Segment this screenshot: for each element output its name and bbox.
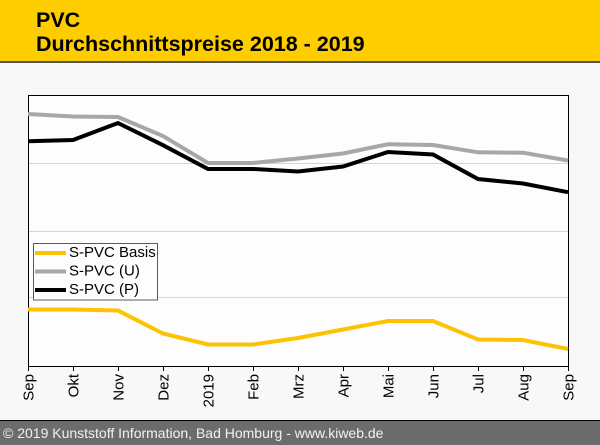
svg-text:Aug: Aug	[516, 374, 533, 401]
svg-text:Apr: Apr	[336, 374, 353, 397]
svg-text:Sep: Sep	[21, 374, 38, 401]
svg-text:2019: 2019	[201, 374, 218, 407]
svg-text:Jun: Jun	[426, 374, 443, 398]
svg-text:S-PVC Basis: S-PVC Basis	[69, 244, 156, 261]
svg-text:Jul: Jul	[471, 374, 488, 393]
svg-text:Sep: Sep	[561, 374, 578, 401]
svg-text:Dez: Dez	[156, 374, 173, 401]
svg-text:Feb: Feb	[246, 374, 263, 400]
svg-text:Mai: Mai	[381, 374, 398, 398]
svg-text:S-PVC (U): S-PVC (U)	[69, 263, 140, 280]
svg-text:S-PVC (P): S-PVC (P)	[69, 281, 139, 298]
svg-text:Nov: Nov	[111, 374, 128, 401]
svg-text:Mrz: Mrz	[291, 374, 308, 399]
svg-text:Okt: Okt	[66, 373, 83, 397]
